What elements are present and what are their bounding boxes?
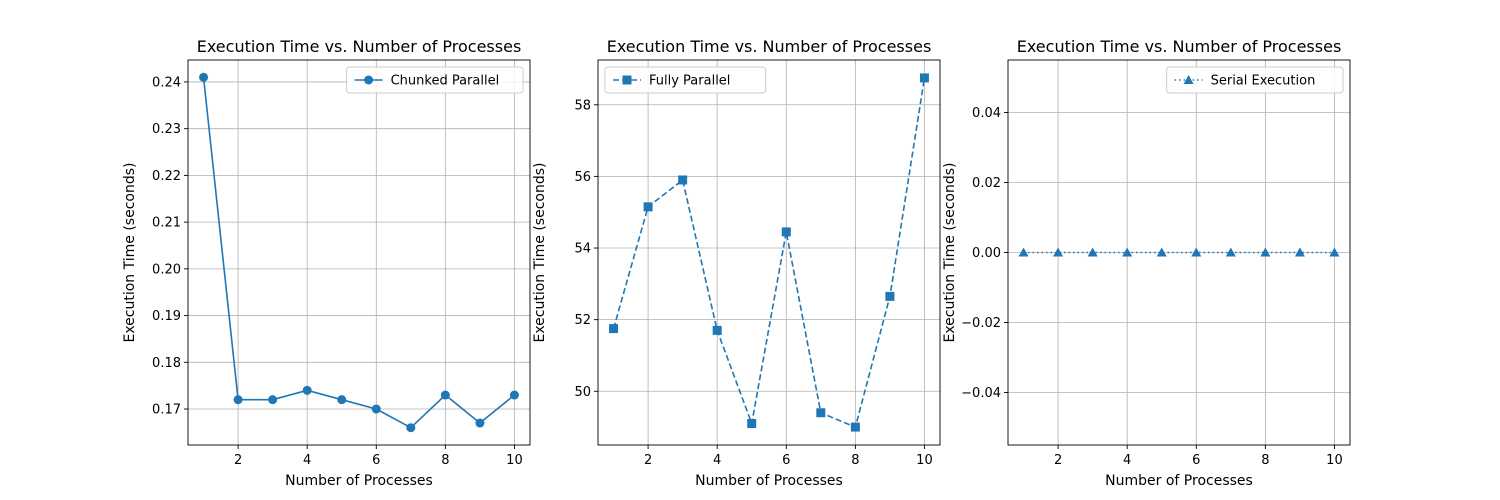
subplot-2: 2 4 6 8 10 50 52 54 56 58 Execution Time vs. Numbe…	[532, 37, 941, 489]
y-tick-label: 52	[574, 313, 591, 328]
chart-title: Execution Time vs. Number of Processes	[607, 37, 932, 56]
x-tick-label: 6	[1192, 453, 1200, 468]
legend-box	[346, 66, 524, 94]
x-tick-label: 2	[1054, 453, 1062, 468]
data-point	[233, 395, 243, 405]
x-tick-label: 10	[916, 453, 933, 468]
x-tick-label: 4	[1123, 453, 1131, 468]
y-tick-label: 50	[574, 385, 591, 400]
data-point	[643, 202, 653, 212]
y-tick-label: 0.22	[152, 169, 181, 184]
data-point	[406, 423, 416, 433]
data-point	[1329, 247, 1340, 257]
y-tick-label: 54	[574, 242, 591, 257]
data-point	[747, 419, 757, 429]
legend: Chunked Parallel	[346, 66, 524, 94]
legend: Serial Execution	[1166, 66, 1344, 94]
legend-label: Serial Execution	[1211, 74, 1316, 89]
x-tick-label: 8	[851, 453, 859, 468]
data-point	[850, 422, 860, 432]
data-point	[1225, 247, 1236, 257]
data-point	[337, 395, 347, 405]
data-point	[1053, 247, 1064, 257]
legend-marker	[622, 75, 632, 85]
legend-box	[604, 66, 767, 94]
legend: Fully Parallel	[604, 66, 767, 94]
data-point	[885, 291, 895, 301]
y-tick-label: −0.04	[961, 386, 1001, 401]
x-tick-label: 8	[441, 453, 449, 468]
x-axis-label: Number of Processes	[1105, 473, 1253, 489]
x-tick-label: 2	[234, 453, 242, 468]
y-tick-label: 58	[574, 98, 591, 113]
y-tick-label: 0.04	[972, 106, 1001, 121]
data-point	[816, 408, 826, 418]
y-tick-label: 0.17	[152, 403, 181, 418]
series-line	[612, 77, 926, 428]
y-tick-label: 56	[574, 170, 591, 185]
y-axis-label: Execution Time (seconds)	[942, 162, 958, 342]
x-tick-label: 6	[372, 453, 380, 468]
data-point	[712, 325, 722, 335]
data-point	[1191, 247, 1202, 257]
x-tick-label: 4	[713, 453, 721, 468]
legend-box	[1166, 66, 1344, 94]
y-tick-label: 0.23	[152, 122, 181, 137]
axes-frame	[187, 59, 531, 446]
legend-label: Fully Parallel	[649, 74, 730, 89]
y-tick-label: 0.18	[152, 356, 181, 371]
data-point	[609, 324, 619, 334]
data-point	[371, 404, 381, 414]
x-tick-label: 10	[506, 453, 523, 468]
x-tick-label: 8	[1261, 453, 1269, 468]
axes-frame	[597, 59, 941, 446]
data-point	[475, 418, 485, 428]
subplot-1: 2 4 6 8 10 0.17 0.18 0.19 0.20 0.21 0.22 0.23 0.24 Ex…	[122, 37, 531, 489]
y-tick-label: 0.21	[152, 216, 181, 231]
data-point	[1122, 247, 1133, 257]
x-tick-label: 6	[782, 453, 790, 468]
data-point	[302, 385, 312, 395]
y-tick-label: 0.19	[152, 309, 181, 324]
x-axis-label: Number of Processes	[285, 473, 433, 489]
y-axis-label: Execution Time (seconds)	[532, 162, 548, 342]
data-point	[1087, 247, 1098, 257]
legend-marker	[364, 75, 374, 85]
y-tick-label: 0.02	[972, 176, 1001, 191]
chart-title: Execution Time vs. Number of Processes	[1017, 37, 1342, 56]
x-tick-label: 10	[1326, 453, 1343, 468]
data-point	[268, 395, 278, 405]
data-point	[1018, 247, 1029, 257]
series-line	[202, 77, 515, 429]
legend-label: Chunked Parallel	[391, 74, 500, 89]
x-tick-label: 2	[644, 453, 652, 468]
data-point	[919, 73, 929, 83]
y-tick-label: −0.02	[961, 316, 1001, 331]
data-point	[678, 175, 688, 185]
data-point	[1294, 247, 1305, 257]
data-point	[199, 72, 209, 82]
x-axis-label: Number of Processes	[695, 473, 843, 489]
x-tick-label: 4	[303, 453, 311, 468]
data-point	[1156, 247, 1167, 257]
data-point	[781, 227, 791, 237]
y-tick-label: 0.24	[152, 75, 181, 90]
subplot-3: 2 4 6 8 10 −0.04 −0.02 0.00 0.02 0.04 Execution Ti…	[942, 37, 1351, 489]
data-point	[440, 390, 450, 400]
y-tick-label: 0.00	[972, 246, 1001, 261]
data-point	[509, 390, 519, 400]
chart-title: Execution Time vs. Number of Processes	[197, 37, 522, 56]
legend-marker	[1183, 75, 1194, 84]
y-axis-label: Execution Time (seconds)	[122, 162, 138, 342]
y-tick-label: 0.20	[152, 262, 181, 277]
data-point	[1260, 247, 1271, 257]
